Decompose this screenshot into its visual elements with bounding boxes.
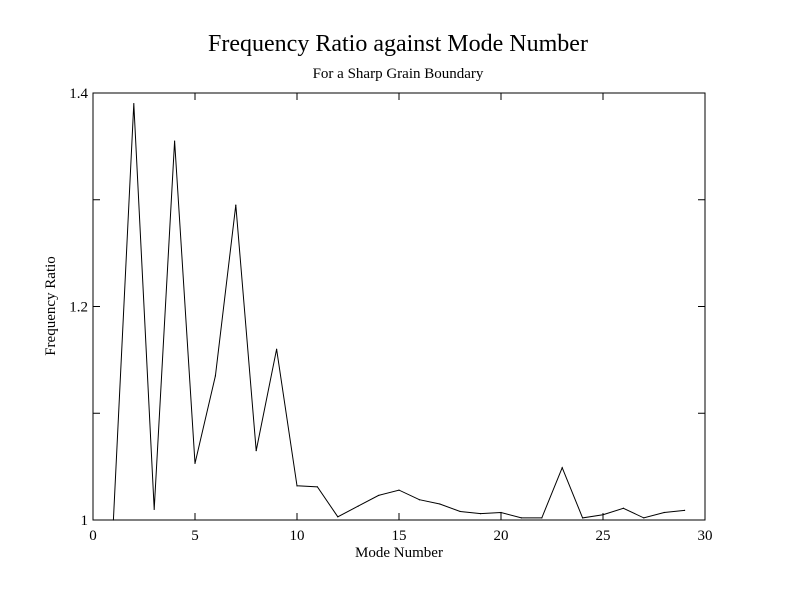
data-point xyxy=(480,512,482,515)
chart-title: Frequency Ratio against Mode Number xyxy=(208,31,588,57)
data-point xyxy=(276,348,278,350)
data-point xyxy=(337,516,339,518)
series-line xyxy=(112,103,685,521)
data-point xyxy=(663,511,665,514)
data-point xyxy=(582,517,584,519)
data-point xyxy=(112,519,114,521)
data-point xyxy=(214,375,216,377)
data-point xyxy=(194,462,196,465)
x-tick-label: 25 xyxy=(596,528,611,544)
axis-tick-labels: 0 5 10 15 20 25 30 1 1.2 1.4 xyxy=(69,86,712,544)
data-point xyxy=(561,467,563,469)
data-point xyxy=(439,503,441,505)
data-point xyxy=(153,508,155,510)
data-point xyxy=(316,486,318,488)
data-point xyxy=(643,517,645,519)
chart-subtitle: For a Sharp Grain Boundary xyxy=(313,66,484,82)
data-point xyxy=(622,507,625,509)
y-axis-label: Frequency Ratio xyxy=(43,256,59,356)
data-points xyxy=(112,103,686,521)
y-tick-label: 1.4 xyxy=(69,86,88,102)
y-tick-label: 1 xyxy=(81,513,89,529)
data-point xyxy=(500,511,502,514)
data-point xyxy=(459,510,461,513)
data-point xyxy=(357,505,359,507)
data-point xyxy=(418,499,420,501)
x-tick-label: 20 xyxy=(494,528,509,544)
data-point xyxy=(602,514,604,516)
x-axis-label: Mode Number xyxy=(355,545,443,561)
x-tick-label: 15 xyxy=(392,528,407,544)
data-point xyxy=(133,103,135,105)
data-point xyxy=(520,517,523,519)
data-point xyxy=(684,509,686,511)
x-tick-label: 5 xyxy=(191,528,199,544)
data-point xyxy=(398,489,400,491)
y-tick-label: 1.2 xyxy=(69,300,88,316)
data-point xyxy=(235,204,237,206)
data-point xyxy=(174,140,176,142)
data-point xyxy=(296,485,298,487)
data-point xyxy=(378,494,380,497)
x-tick-label: 0 xyxy=(89,528,97,544)
data-point xyxy=(255,450,257,452)
axis-ticks xyxy=(92,92,706,521)
x-tick-label: 30 xyxy=(698,528,713,544)
x-tick-label: 10 xyxy=(290,528,305,544)
data-point xyxy=(541,517,543,519)
